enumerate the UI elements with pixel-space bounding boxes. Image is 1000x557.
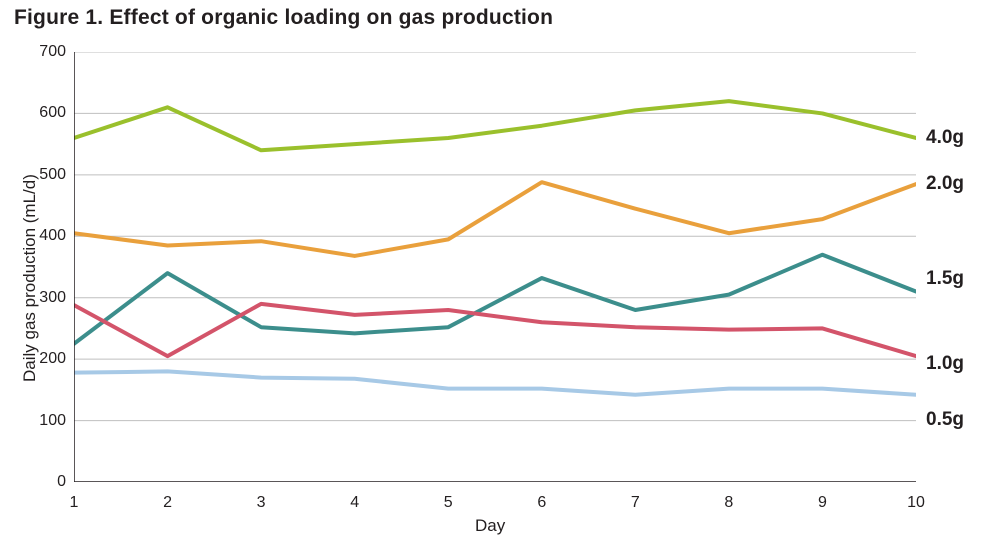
y-tick-label: 600 bbox=[39, 104, 66, 122]
figure: Figure 1. Effect of organic loading on g… bbox=[0, 0, 1000, 557]
series-line-2p0g bbox=[74, 182, 916, 256]
series-line-1p0g bbox=[74, 304, 916, 356]
x-tick-label: 3 bbox=[251, 494, 271, 512]
series-label-1p5g: 1.5g bbox=[926, 268, 964, 290]
y-tick-label: 400 bbox=[39, 227, 66, 245]
y-tick-label: 0 bbox=[57, 473, 66, 491]
y-axis-label: Daily gas production (mL/d) bbox=[20, 174, 40, 382]
x-axis-label: Day bbox=[475, 516, 505, 536]
x-tick-label: 2 bbox=[158, 494, 178, 512]
x-tick-label: 8 bbox=[719, 494, 739, 512]
series-label-4p0g: 4.0g bbox=[926, 127, 964, 149]
x-tick-label: 10 bbox=[906, 494, 926, 512]
y-tick-label: 300 bbox=[39, 289, 66, 307]
x-tick-label: 7 bbox=[625, 494, 645, 512]
line-chart-svg bbox=[74, 52, 916, 482]
x-tick-label: 4 bbox=[345, 494, 365, 512]
series-line-4p0g bbox=[74, 101, 916, 150]
series-line-0p5g bbox=[74, 371, 916, 394]
y-tick-label: 100 bbox=[39, 412, 66, 430]
chart-plot-area bbox=[74, 52, 916, 482]
series-label-0p5g: 0.5g bbox=[926, 409, 964, 431]
series-label-1p0g: 1.0g bbox=[926, 353, 964, 375]
y-tick-label: 500 bbox=[39, 166, 66, 184]
x-tick-label: 9 bbox=[812, 494, 832, 512]
y-tick-label: 700 bbox=[39, 43, 66, 61]
x-tick-label: 1 bbox=[64, 494, 84, 512]
figure-title: Figure 1. Effect of organic loading on g… bbox=[14, 6, 553, 30]
y-tick-label: 200 bbox=[39, 350, 66, 368]
x-tick-label: 5 bbox=[438, 494, 458, 512]
x-tick-label: 6 bbox=[532, 494, 552, 512]
series-label-2p0g: 2.0g bbox=[926, 173, 964, 195]
